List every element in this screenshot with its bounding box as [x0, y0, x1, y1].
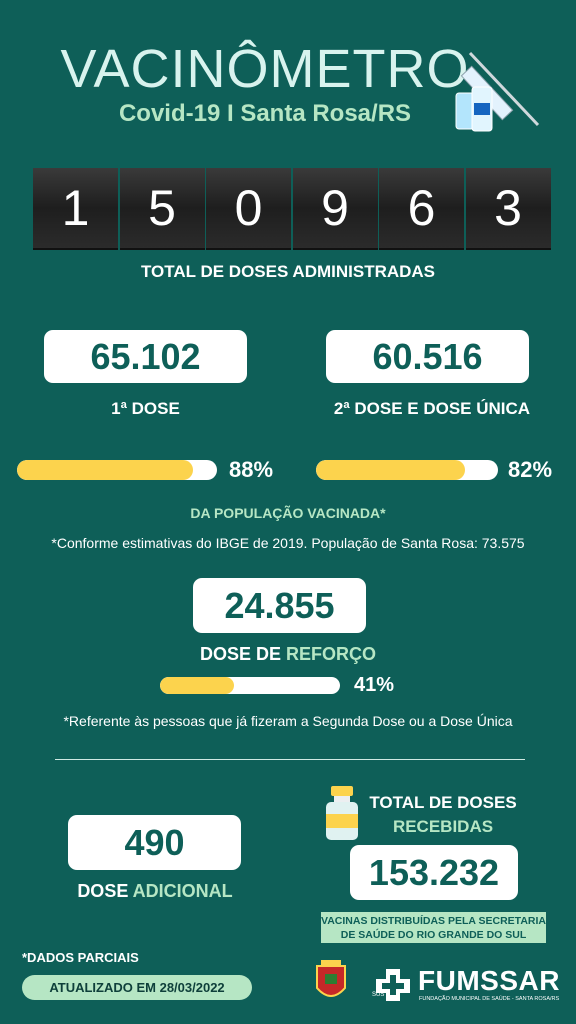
counter-digit: 5: [119, 168, 205, 250]
fumssar-sub: FUNDAÇÃO MUNICIPAL DE SAÚDE - SANTA ROSA…: [419, 996, 560, 1002]
first-dose-value: 65.102: [44, 330, 247, 383]
second-dose-value: 60.516: [326, 330, 529, 383]
additional-label: DOSE ADICIONAL: [40, 881, 270, 902]
population-note: *Conforme estimativas do IBGE de 2019. P…: [51, 535, 525, 551]
received-value: 153.232: [350, 845, 518, 900]
progress-fill: [17, 460, 193, 480]
percent-label: 88%: [229, 456, 274, 482]
booster-note: *Referente às pessoas que já fizeram a S…: [63, 713, 513, 729]
progress-fill: [160, 677, 234, 694]
received-title: RECEBIDAS: [392, 817, 494, 836]
counter-digit: 1: [33, 168, 118, 250]
counter-digit: 6: [379, 168, 464, 250]
note-line: DE SAÚDE DO RIO GRANDE DO SUL: [340, 929, 527, 941]
additional-label-part: ADICIONAL: [132, 881, 233, 901]
progress-track: [160, 677, 340, 694]
progress-track: [316, 460, 498, 480]
percent-label: 41%: [354, 673, 395, 696]
second-dose-label: 2ª DOSE E DOSE ÚNICA: [333, 399, 531, 418]
vaccine-icon: [455, 51, 540, 132]
vial-icon: [326, 786, 358, 840]
booster-label-part: DOSE DE: [199, 644, 281, 664]
additional-value: 490: [68, 815, 241, 870]
fumssar-logo: FUMSSAR: [418, 965, 560, 996]
sus-label: SUS: [372, 992, 385, 998]
booster-value: 24.855: [193, 578, 366, 633]
title: VACINÔMETRO: [60, 39, 470, 99]
counter-digit: 9: [292, 168, 378, 250]
progress-fill: [316, 460, 466, 480]
received-note: VACINAS DISTRIBUÍDAS PELA SECRETARIA DE S…: [321, 912, 546, 943]
fumssar-icon: [376, 969, 410, 1001]
updated-label: ATUALIZADO EM 28/03/2022: [22, 975, 252, 1000]
population-label: DA POPULAÇÃO VACINADA*: [190, 505, 386, 521]
percent-label: 82%: [508, 456, 553, 482]
first-dose-label: 1ª DOSE: [111, 399, 180, 418]
progress-track: [17, 460, 217, 480]
counter-digit: 3: [465, 168, 551, 250]
received-title: TOTAL DE DOSES: [369, 793, 517, 812]
counter-label: TOTAL DE DOSES ADMINISTRADAS: [140, 262, 436, 281]
booster-label: DOSE DE REFORÇO: [0, 644, 576, 665]
counter-digit: 0: [206, 168, 291, 250]
note-line: VACINAS DISTRIBUÍDAS PELA SECRETARIA: [321, 915, 546, 927]
divider: [55, 759, 525, 760]
partial-label: *DADOS PARCIAIS: [22, 950, 139, 965]
booster-label-part: REFORÇO: [286, 644, 377, 664]
city-crest: [316, 960, 346, 997]
additional-label-part: DOSE: [77, 881, 129, 901]
subtitle: Covid-19 I Santa Rosa/RS: [118, 100, 412, 127]
